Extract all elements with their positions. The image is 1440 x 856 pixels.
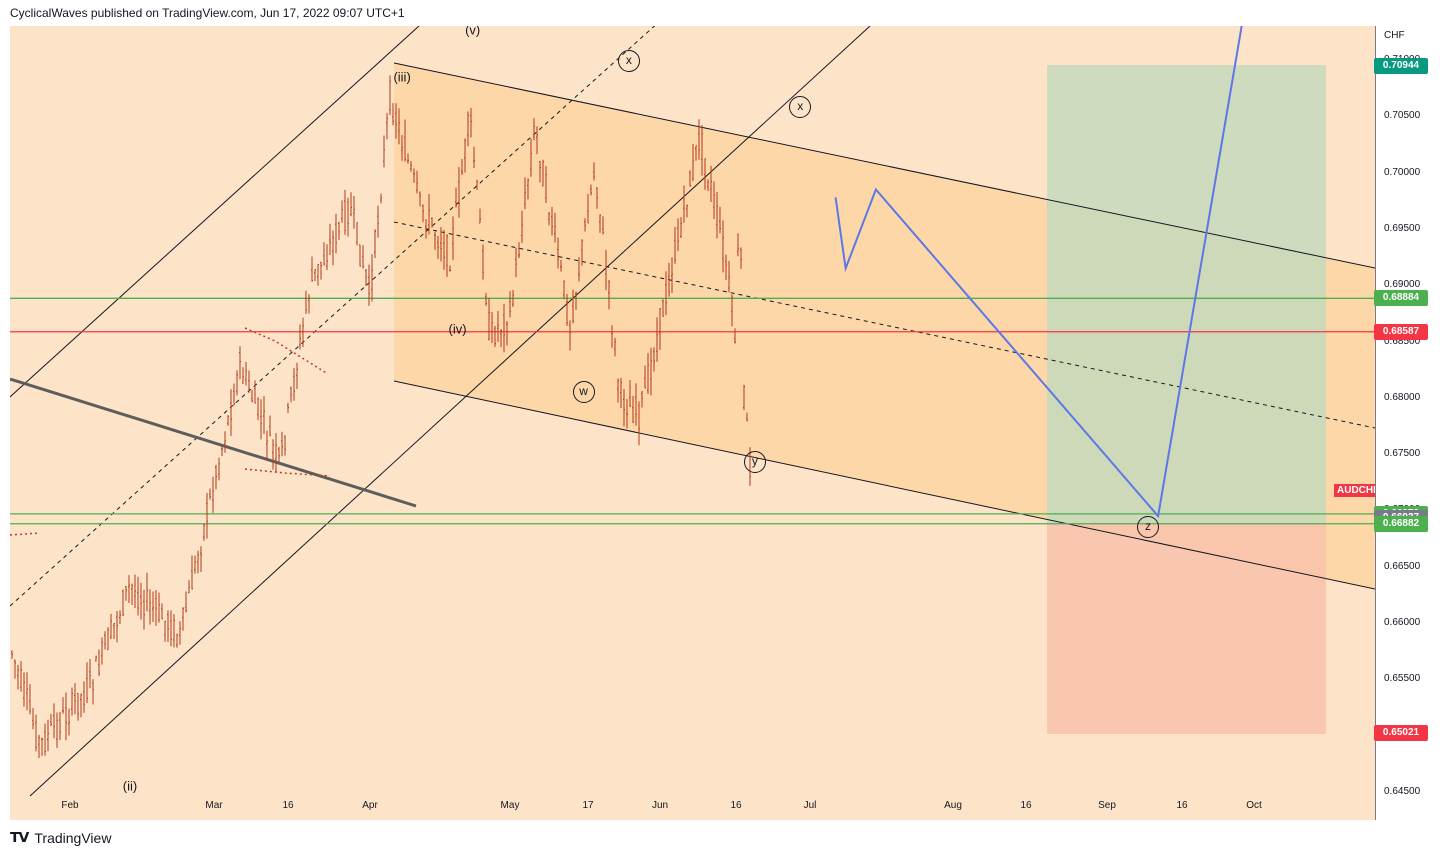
time-tick: Oct [1246,800,1262,811]
wave-label: (iv) [448,321,467,337]
chart-plot-area[interactable]: (ii) (iii) (iv) (v) x x w y z AUDCHF [10,26,1375,820]
footer: 𝗧𝗩 TradingView [10,829,111,846]
price-tag: 0.68884 [1374,290,1428,307]
circled-wave-label: y [743,451,766,474]
descending-channel-mid [393,221,1375,429]
time-tick: 16 [730,800,742,811]
wave-label: (ii) [122,778,138,794]
time-tick: Mar [205,800,223,811]
time-tick: Sep [1098,800,1116,811]
descending-channel-upper [393,62,1375,269]
wave-label: (iii) [393,69,411,85]
time-tick: 16 [282,800,294,811]
publish-header: CyclicalWaves published on TradingView.c… [10,6,405,20]
price-tick: 0.70000 [1384,166,1421,178]
circled-wave-label: w [572,381,595,404]
price-tag: 0.68587 [1374,323,1428,340]
circled-wave-label: z [1137,516,1160,539]
price-tick: 0.64500 [1384,786,1421,797]
price-tick: 0.66000 [1384,617,1421,629]
price-axis[interactable]: CHF 0.710000.705000.700000.695000.690000… [1374,26,1440,820]
projection-path [834,26,1243,519]
price-tick: 0.66500 [1384,560,1421,572]
tradingview-logo-icon: 𝗧𝗩 [10,829,29,845]
chart-svg[interactable] [10,26,1375,820]
time-tick: Jul [803,800,817,811]
price-tick: 0.65500 [1384,673,1421,685]
target-zone [1047,65,1326,523]
ascending-channel-upper [10,26,420,398]
time-axis[interactable]: Feb Mar 16 Apr May 17 Jun 16 Jul Aug 16 Sep 16 Oct [10,796,1375,820]
symbol-badge: AUDCHF [1334,484,1375,497]
price-tick: 0.68500 [1384,335,1421,347]
circled-wave-label: x [617,50,640,73]
dotted-left-line [10,532,41,536]
time-tick: 17 [582,800,594,811]
time-tick: 16 [1020,800,1032,811]
time-tick: May [500,800,520,811]
time-tick: Apr [362,800,378,811]
resistance-trendline [10,377,417,508]
time-tick: Feb [61,800,79,811]
wave-label: (v) [465,26,481,38]
price-tag: 0.65021 [1374,725,1428,742]
price-tick: 0.67500 [1384,448,1421,460]
price-tick: 0.68000 [1384,391,1421,403]
time-tick: 16 [1176,800,1188,811]
stop-zone [1047,523,1326,734]
dotted-upper-line [244,327,329,375]
brand-name: TradingView [34,829,112,846]
dotted-lower-line [244,468,331,477]
price-tick: 0.69500 [1384,222,1421,234]
ascending-channel-mid [10,26,656,607]
price-tag: 0.66882 [1374,515,1428,532]
ascending-channel-lower [29,26,871,797]
price-tick: 0.70500 [1384,110,1421,122]
price-tick: 0.69000 [1384,279,1421,291]
time-tick: Jun [651,800,669,811]
time-tick: Aug [944,800,962,811]
circled-wave-label: x [789,96,812,119]
currency-label: CHF [1384,30,1405,41]
price-tag: 0.70944 [1374,58,1428,75]
descending-channel-lower [393,380,1375,590]
